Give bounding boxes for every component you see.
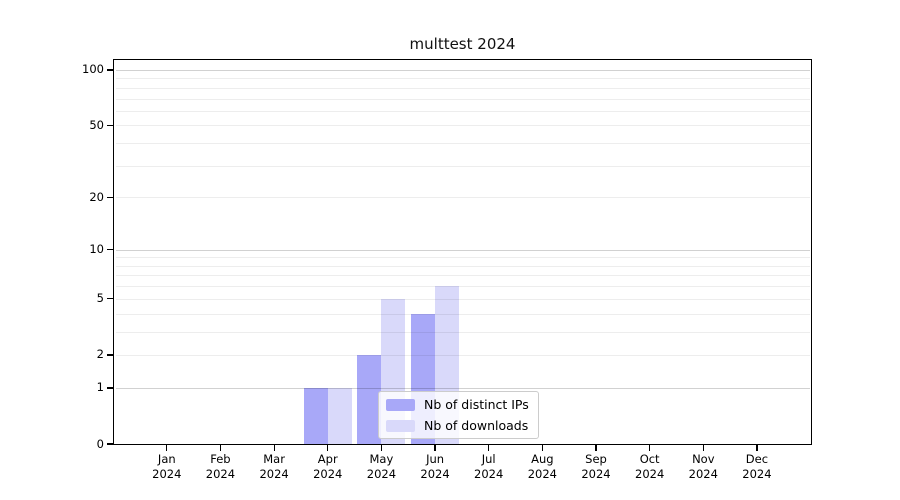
x-tick-year: 2024 <box>259 467 289 481</box>
gridline-major <box>115 249 810 251</box>
y-tick-mark <box>107 443 113 445</box>
x-tick-label-mar: Mar 2024 <box>244 452 304 482</box>
legend: Nb of distinct IPs Nb of downloads <box>378 391 539 439</box>
x-tick-year: 2024 <box>366 467 397 481</box>
x-tick-year: 2024 <box>742 467 772 481</box>
x-tick-mark <box>219 445 222 451</box>
bar-nb-of-distinct-ips-apr <box>303 387 328 444</box>
x-tick-month: Jun <box>426 452 445 466</box>
x-tick-mark <box>166 445 168 451</box>
x-tick-label-sep: Sep 2024 <box>566 452 626 482</box>
x-tick-month: Mar <box>263 452 285 466</box>
x-tick-label-oct: Oct 2024 <box>620 452 680 482</box>
y-tick-mark <box>107 196 113 198</box>
x-tick-year: 2024 <box>420 467 450 481</box>
gridline-minor <box>115 257 810 259</box>
gridline-major <box>115 387 810 389</box>
legend-swatch-icon <box>386 398 415 411</box>
bar-nb-of-downloads-apr <box>327 387 352 444</box>
y-tick-label: 50 <box>89 117 104 132</box>
chart-title: multtest 2024 <box>409 35 516 53</box>
y-tick-mark <box>107 124 113 127</box>
x-tick-year: 2024 <box>581 467 611 481</box>
gridline-minor <box>115 78 810 80</box>
x-tick-month: Oct <box>639 452 660 466</box>
gridline-minor <box>115 331 810 333</box>
x-tick-year: 2024 <box>152 467 182 481</box>
legend-item-label: Nb of distinct IPs <box>424 397 529 412</box>
legend-item: Nb of downloads <box>386 418 529 433</box>
x-tick-month: Feb <box>210 452 231 466</box>
x-tick-label-nov: Nov 2024 <box>673 452 733 482</box>
y-tick-label: 2 <box>96 347 104 362</box>
x-tick-mark <box>434 445 436 451</box>
x-tick-month: Apr <box>317 452 338 466</box>
x-tick-year: 2024 <box>205 467 236 481</box>
x-tick-label-apr: Apr 2024 <box>298 452 358 482</box>
y-tick-label: 1 <box>96 380 104 395</box>
gridline-minor <box>115 98 810 100</box>
y-tick-label: 0 <box>96 436 104 451</box>
x-tick-label-jan: Jan 2024 <box>137 452 197 482</box>
x-tick-month: May <box>369 452 394 466</box>
y-tick-mark <box>107 69 113 71</box>
y-tick-mark <box>107 249 113 251</box>
x-tick-label-aug: Aug 2024 <box>512 452 572 482</box>
gridline-minor <box>115 275 810 277</box>
legend-item-label: Nb of downloads <box>424 418 529 433</box>
x-tick-mark <box>756 445 758 451</box>
x-tick-label-may: May 2024 <box>351 452 411 482</box>
gridline-minor <box>115 354 810 356</box>
x-tick-year: 2024 <box>527 467 557 481</box>
gridline-minor <box>115 125 810 127</box>
x-tick-month: Nov <box>692 452 715 466</box>
x-tick-year: 2024 <box>313 467 343 481</box>
x-tick-mark <box>273 445 275 451</box>
gridline-minor <box>115 87 810 89</box>
y-tick-label: 20 <box>89 189 104 204</box>
gridline-minor <box>115 165 810 167</box>
y-tick-mark <box>107 298 113 300</box>
gridline-minor <box>115 110 810 112</box>
x-tick-month: Sep <box>585 452 607 466</box>
x-tick-mark <box>595 445 597 451</box>
legend-item: Nb of distinct IPs <box>386 397 529 412</box>
x-tick-mark <box>327 445 329 451</box>
x-tick-month: Dec <box>745 452 769 466</box>
x-tick-year: 2024 <box>474 467 504 481</box>
x-tick-label-jun: Jun 2024 <box>405 452 465 482</box>
x-tick-mark <box>541 445 544 451</box>
y-tick-label: 10 <box>89 242 104 257</box>
x-tick-mark <box>488 445 490 451</box>
gridline-major <box>115 69 810 72</box>
x-tick-month: Jan <box>157 452 176 466</box>
y-tick-label: 100 <box>82 62 104 77</box>
gridline-minor <box>115 197 810 199</box>
plot-border <box>113 59 812 445</box>
x-tick-label-dec: Dec 2024 <box>727 452 787 482</box>
gridline-minor <box>115 313 810 315</box>
y-tick-mark <box>107 387 113 389</box>
gridline-minor <box>115 298 810 300</box>
x-tick-mark <box>380 445 383 451</box>
x-tick-month: Jul <box>481 452 496 466</box>
gridline-minor <box>115 143 810 145</box>
x-tick-year: 2024 <box>635 467 665 481</box>
x-tick-month: Aug <box>531 452 554 466</box>
x-tick-mark <box>702 445 704 451</box>
x-tick-mark <box>649 445 651 451</box>
y-tick-label: 5 <box>96 291 104 306</box>
bar-nb-of-distinct-ips-may <box>357 354 382 444</box>
y-tick-mark <box>107 354 113 356</box>
x-tick-label-feb: Feb 2024 <box>190 452 250 482</box>
gridline-minor <box>115 265 810 267</box>
gridline-minor <box>115 286 810 288</box>
x-tick-year: 2024 <box>688 467 718 481</box>
x-tick-label-jul: Jul 2024 <box>459 452 519 482</box>
legend-swatch-icon <box>386 419 415 432</box>
